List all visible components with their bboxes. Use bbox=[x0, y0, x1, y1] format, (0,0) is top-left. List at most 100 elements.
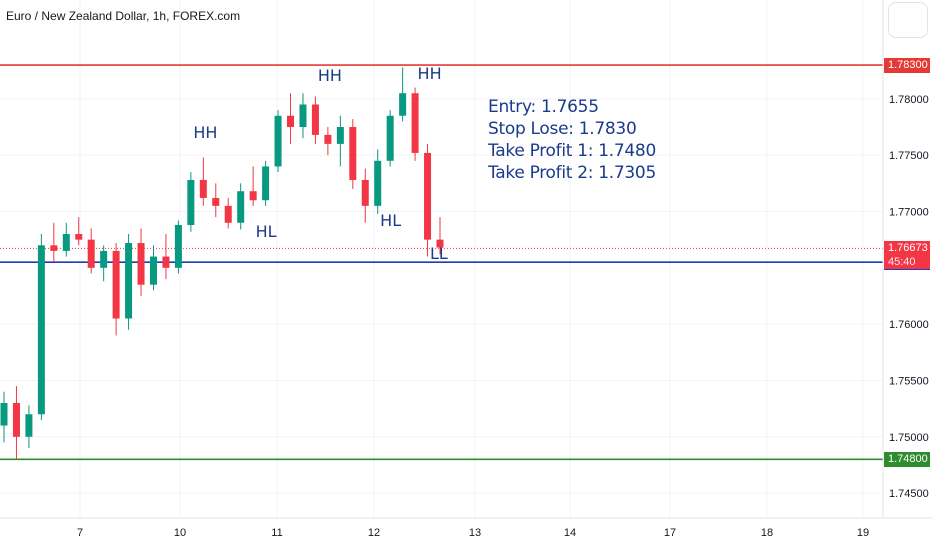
candle bbox=[137, 228, 145, 296]
swing-label: LL bbox=[430, 244, 448, 264]
candle-body bbox=[324, 134, 332, 144]
last-price-tag: 1.76673 45:40 bbox=[884, 240, 930, 269]
candle bbox=[187, 172, 195, 232]
x-tick-label: 13 bbox=[469, 527, 481, 539]
candle bbox=[12, 386, 20, 460]
candle bbox=[162, 234, 170, 280]
candle bbox=[237, 183, 245, 230]
price-levels bbox=[0, 64, 883, 461]
candle bbox=[174, 220, 182, 274]
candle-body bbox=[424, 152, 432, 240]
swing-label: HH bbox=[193, 122, 218, 142]
candle bbox=[311, 96, 319, 144]
swing-label: HL bbox=[380, 210, 402, 230]
candle-body bbox=[125, 243, 133, 319]
x-tick-label: 18 bbox=[761, 527, 773, 539]
plan-stop: Stop Lose: 1.7830 bbox=[488, 119, 637, 139]
target-price-tag: 1.74800 bbox=[884, 451, 930, 467]
candle-body bbox=[162, 256, 170, 268]
chart-settings-button[interactable] bbox=[888, 2, 928, 38]
candle bbox=[212, 183, 220, 218]
candle-body bbox=[174, 225, 182, 268]
y-tick-label: 1.75000 bbox=[889, 432, 929, 444]
x-tick-label: 14 bbox=[564, 527, 576, 539]
candle-body bbox=[411, 93, 419, 153]
candle-body bbox=[149, 256, 157, 285]
x-tick-label: 19 bbox=[857, 527, 869, 539]
candle bbox=[374, 149, 382, 214]
candle-body bbox=[287, 115, 295, 128]
chart-title: Euro / New Zealand Dollar, 1h, FOREX.com bbox=[6, 9, 241, 23]
candle bbox=[149, 245, 157, 291]
candle bbox=[336, 115, 344, 167]
candle bbox=[87, 228, 95, 274]
candle bbox=[411, 87, 419, 161]
swing-label: HH bbox=[317, 66, 342, 86]
x-axis-labels: 7 10 11 12 13 14 17 18 19 bbox=[77, 527, 869, 539]
candle-body bbox=[249, 191, 257, 201]
last-price-countdown: 45:40 bbox=[888, 255, 916, 268]
candle-body bbox=[361, 179, 369, 206]
candle-body bbox=[100, 250, 108, 268]
candle-body bbox=[37, 245, 45, 415]
candle-body bbox=[187, 179, 195, 226]
candle bbox=[100, 245, 108, 282]
y-tick-label: 1.74500 bbox=[889, 488, 929, 500]
candle bbox=[299, 93, 307, 139]
candle-body bbox=[274, 115, 282, 167]
candle-body bbox=[25, 414, 33, 437]
candle-body bbox=[50, 245, 58, 251]
candle-body bbox=[199, 179, 207, 198]
candle-body bbox=[349, 127, 357, 180]
candle bbox=[349, 119, 357, 189]
candle-body bbox=[75, 234, 83, 240]
chart-grid bbox=[0, 0, 883, 518]
candle-body bbox=[87, 239, 95, 268]
candle-body bbox=[137, 243, 145, 285]
candle bbox=[125, 234, 133, 330]
candle bbox=[75, 217, 83, 246]
candle bbox=[112, 243, 120, 336]
candle-body bbox=[237, 191, 245, 223]
candle-body bbox=[212, 197, 220, 206]
candle-body bbox=[0, 402, 8, 426]
x-tick-label: 11 bbox=[271, 527, 282, 539]
y-tick-label: 1.75500 bbox=[889, 375, 929, 387]
swing-label: HH bbox=[417, 64, 442, 84]
candle bbox=[62, 222, 70, 257]
y-tick-label: 1.76000 bbox=[889, 319, 929, 331]
candle-body bbox=[399, 93, 407, 116]
plan-entry: Entry: 1.7655 bbox=[488, 97, 599, 117]
candle bbox=[287, 93, 295, 144]
candle-body bbox=[224, 205, 232, 223]
candle bbox=[37, 234, 45, 420]
candle-body bbox=[12, 402, 20, 437]
y-tick-label: 1.77000 bbox=[889, 206, 929, 218]
candle bbox=[436, 217, 444, 255]
candle-body bbox=[262, 166, 270, 201]
trade-plan: Entry: 1.7655 Stop Lose: 1.7830 Take Pro… bbox=[488, 96, 656, 184]
plan-tp2: Take Profit 2: 1.7305 bbox=[488, 163, 656, 183]
candle-body bbox=[299, 104, 307, 128]
candle bbox=[399, 67, 407, 122]
y-axis-labels: 1.78000 1.77500 1.77000 1.76000 1.75500 1.750… bbox=[889, 94, 929, 500]
candle-body bbox=[311, 104, 319, 135]
y-tick-label: 1.77500 bbox=[889, 150, 929, 162]
candle bbox=[274, 110, 282, 173]
candle bbox=[324, 127, 332, 156]
candle bbox=[50, 222, 58, 263]
candle-body bbox=[386, 115, 394, 161]
candle bbox=[424, 143, 432, 257]
candle bbox=[0, 391, 8, 443]
candle bbox=[262, 160, 270, 206]
x-tick-label: 17 bbox=[664, 527, 676, 539]
x-tick-label: 12 bbox=[368, 527, 380, 539]
plan-tp1: Take Profit 1: 1.7480 bbox=[488, 141, 656, 161]
candle-body bbox=[112, 250, 120, 319]
candle bbox=[199, 157, 207, 206]
candle bbox=[25, 405, 33, 449]
candle bbox=[249, 166, 257, 206]
last-price-value: 1.76673 bbox=[888, 241, 928, 254]
candle bbox=[361, 168, 369, 223]
